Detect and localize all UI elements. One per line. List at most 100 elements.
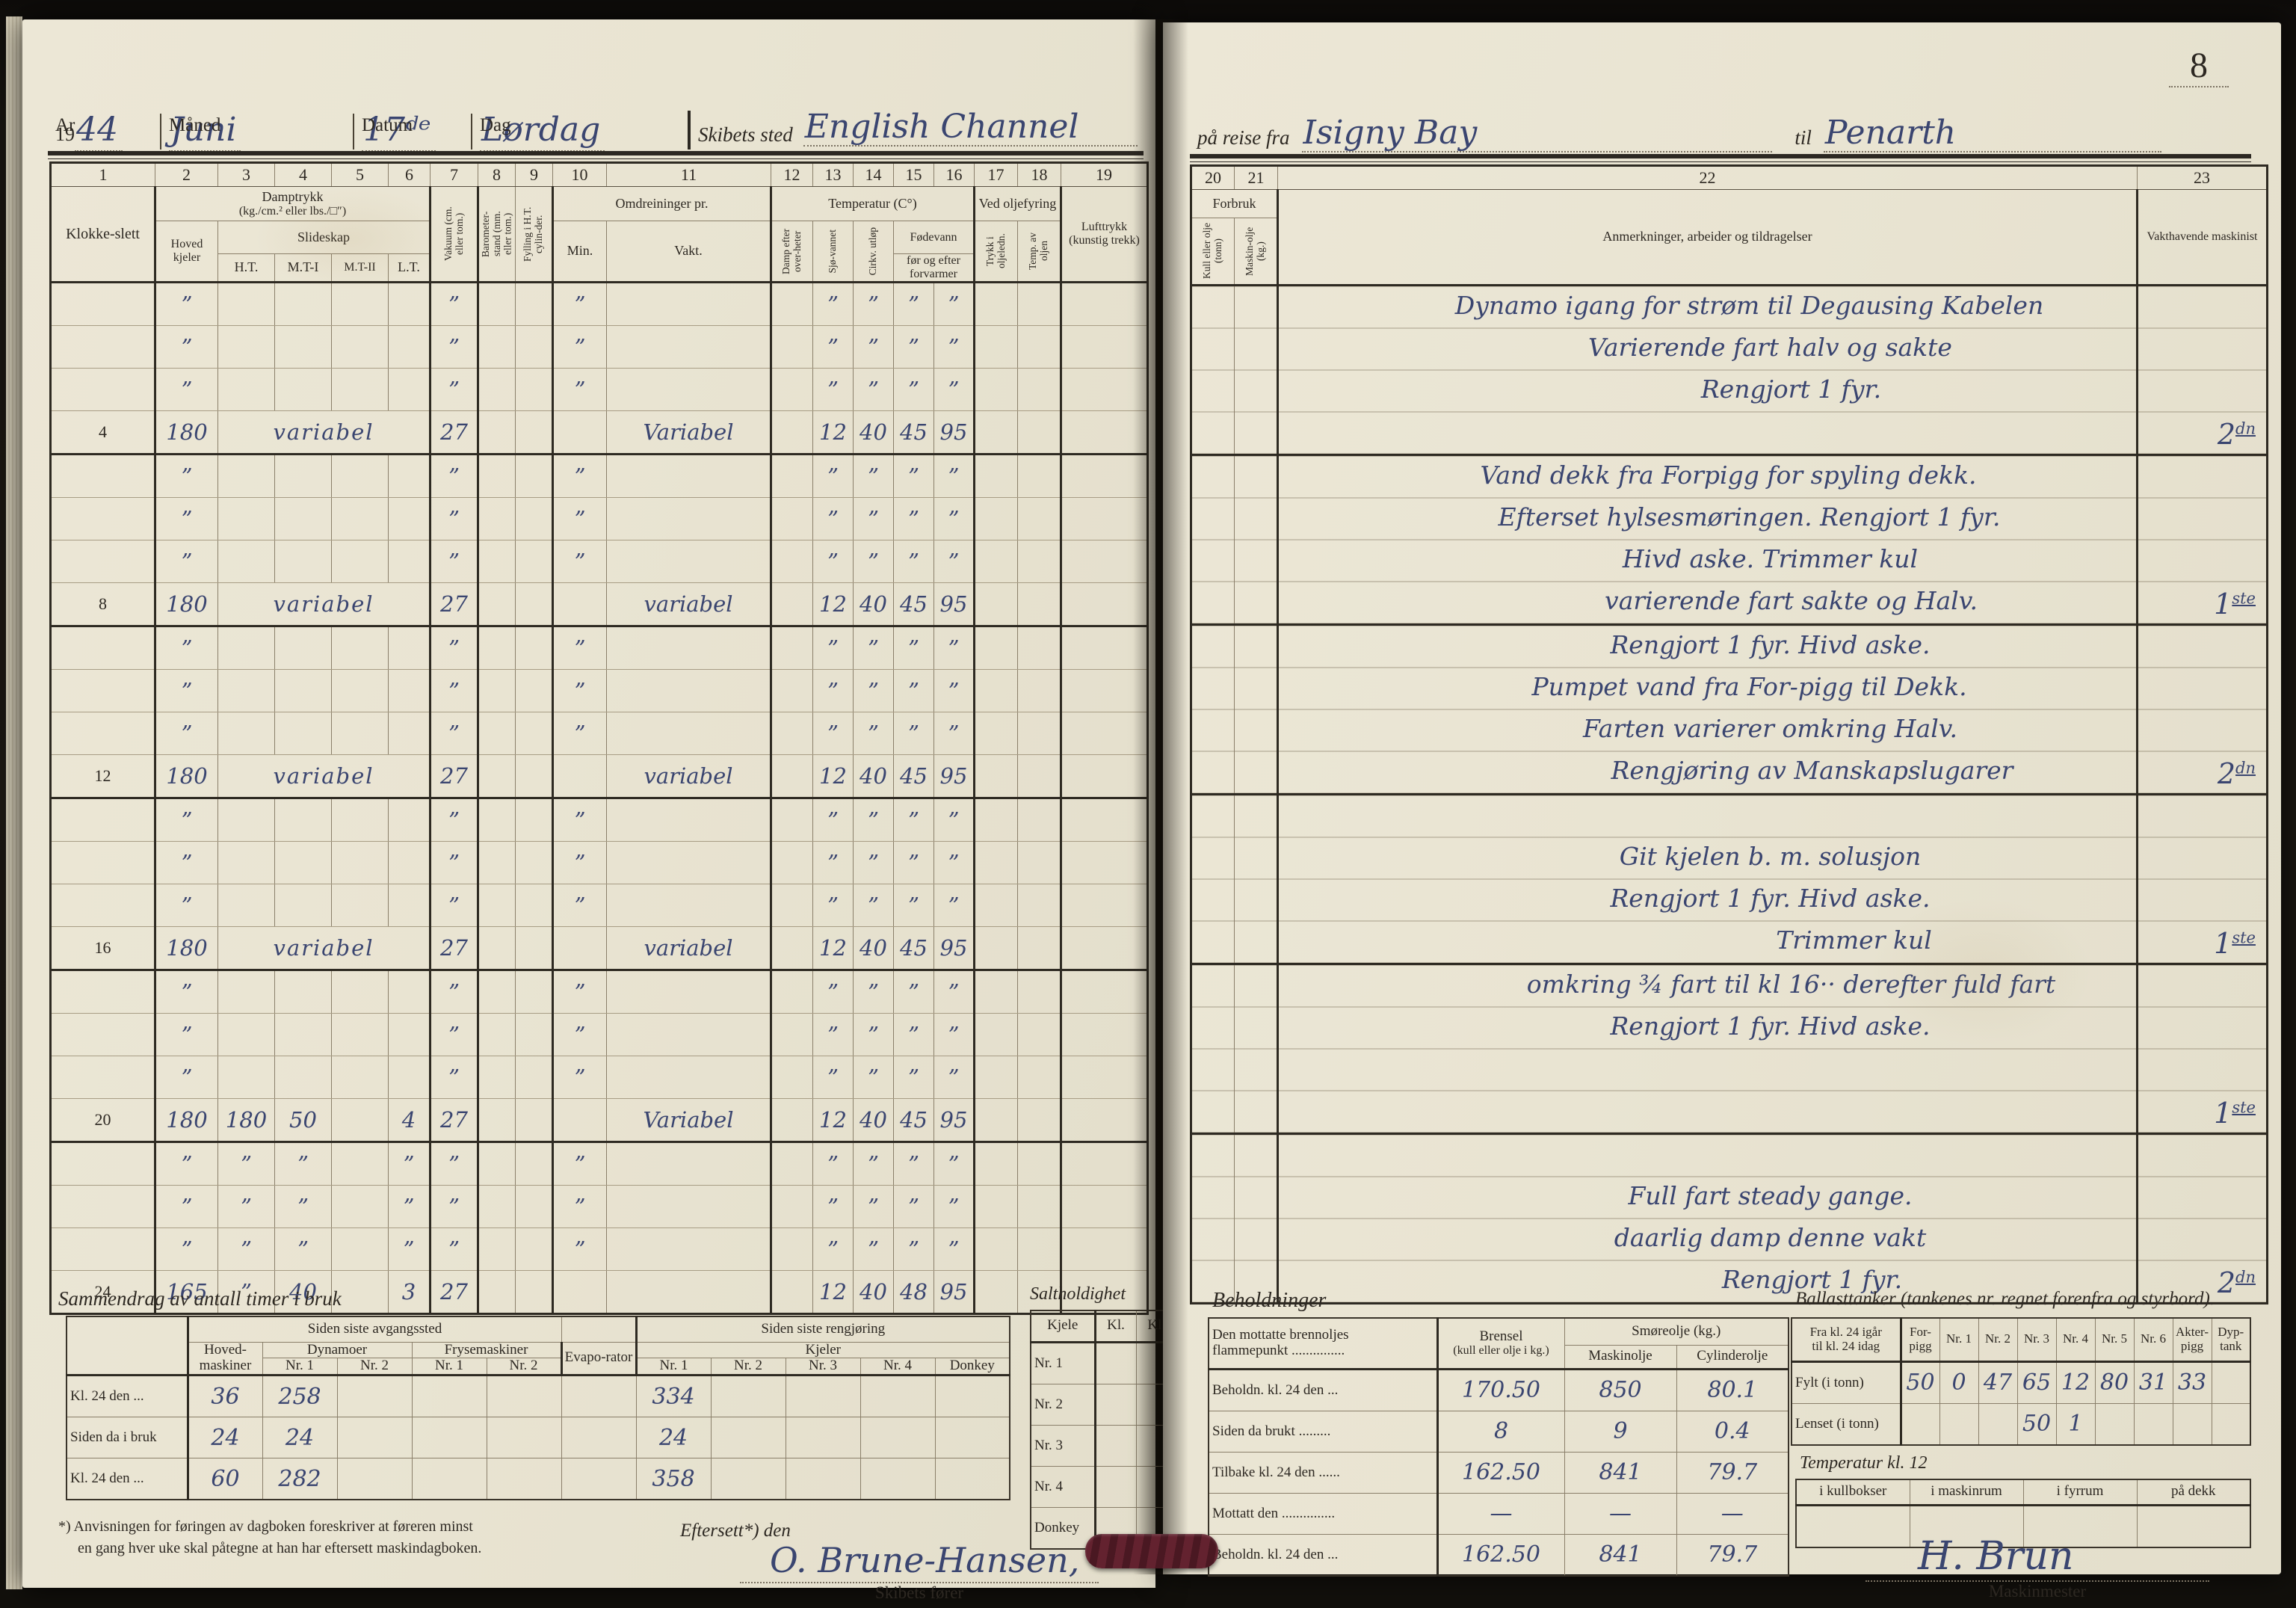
table-row: Tilbake kl. 24 den ...... 162.50 841 79.7 (1208, 1451, 1789, 1494)
beholdninger-title: Beholdninger (1212, 1289, 1327, 1312)
summary-frysemaskiner: Frysemaskiner (411, 1341, 563, 1359)
month-field: Måned Juni (160, 111, 353, 152)
ballast-tank-header: Dyp-tank (2211, 1317, 2251, 1362)
log-row: 12 180 variabel 27 variabel 12 40 45 95 (50, 754, 1148, 799)
table-row: Mottatt den ............... — — — (1208, 1492, 1789, 1535)
log-row: ”””””””””” (50, 1185, 1148, 1228)
log-rows: ””””””””””””””””””””” 4 180 variabel 27 Varia… (50, 282, 1148, 1315)
watch-block: Vand dekk fra Forpigg for spyling dekk. E… (1191, 455, 2268, 626)
table-row: Siden da i bruk 24 24 24 (66, 1417, 1010, 1459)
col-sjovannet: Sjø-vannet (812, 221, 854, 283)
remark-line: Trimmer kul (1776, 925, 1932, 955)
col-hoved-kjeler: Hoved kjeler (155, 221, 218, 283)
watch-engineer-initials: 2dn (2217, 757, 2256, 790)
temp-col-header: i kullbokser (1795, 1479, 1910, 1506)
kjele-nr4: Nr. 4 (860, 1358, 936, 1376)
column-number: 20 (1191, 165, 1235, 190)
column-number: 11 (606, 162, 771, 187)
voyage-to-value: Penarth (1823, 117, 2161, 153)
frys-nr2: Nr. 2 (486, 1358, 563, 1376)
remark-line (1279, 795, 2135, 837)
table-row: Siden da brukt ......... 8 9 0.4 (1208, 1410, 1789, 1453)
engineer-signature: H. Brun (1866, 1534, 2209, 1582)
col-fodevann: Fødevann (893, 221, 975, 254)
watch-engineer-initials: 2dn (2217, 1266, 2256, 1299)
header-rule (48, 151, 1144, 159)
vakthavende-header: Vakthavende maskinist (2137, 189, 2268, 286)
remark-line (1279, 412, 2135, 453)
remark-line: omkring ¾ fart til kl 16·· derefter fuld… (1526, 970, 2056, 999)
date-field: Datum 17ᵈᵉ (353, 111, 471, 152)
ballast-title: Ballasttanker (tankenes nr. regnet foren… (1795, 1289, 2215, 1309)
log-row: ”””””””””” (50, 1227, 1148, 1271)
log-row: ””””””” (50, 798, 1148, 842)
kjele-nr1: Nr. 1 (635, 1358, 712, 1376)
log-row: ””””””” (50, 368, 1148, 411)
column-number: 9 (515, 162, 553, 187)
ballast-tank-header: Nr. 1 (1939, 1317, 1979, 1362)
remark-line: daarlig damp denne vakt (1614, 1223, 1927, 1252)
column-number: 10 (552, 162, 607, 187)
col-omdreininger: Omdreininger pr. (552, 186, 772, 221)
temp-col-header: i maskinrum (1909, 1479, 2024, 1506)
column-number: 17 (974, 162, 1018, 187)
voyage-from-label: på reise fra (1197, 126, 1290, 149)
column-number: 12 (771, 162, 813, 187)
column-number: 21 (1234, 165, 1278, 190)
remark-line: Farten varierer omkring Halv. (1583, 714, 1957, 743)
ballast-tank-header: Nr. 2 (1978, 1317, 2018, 1362)
column-number: 19 (1061, 162, 1148, 187)
column-number: 15 (893, 162, 934, 187)
log-row: 16 180 variabel 27 variabel 12 40 45 95 (50, 926, 1148, 971)
column-number: 6 (388, 162, 430, 187)
beholdninger-table: Den mottatte brennoljes flammepunkt ....… (1208, 1317, 1790, 1577)
left-header-band: Ar 1944 Måned Juni Datum 17ᵈᵉ Dag Lørdag… (48, 46, 1144, 152)
engineer-signature-block: H. Brun Maskinmester (1866, 1534, 2209, 1601)
left-page: Ar 1944 Måned Juni Datum 17ᵈᵉ Dag Lørdag… (22, 19, 1178, 1602)
ballast-period-header: Fra kl. 24 igår til kl. 24 idag (1791, 1317, 1902, 1362)
remark-line: Rengjort 1 fyr. (1721, 1265, 1903, 1294)
log-row: ”””””””””” (50, 1142, 1148, 1186)
forbruk-header: Forbruk (1191, 189, 1279, 218)
table-row: Fylt (i tonn) 50 0 47 65 12 80 31 33 (1791, 1361, 2251, 1404)
summary-kjeler: Kjeler (635, 1341, 1010, 1359)
salt-kjele: Kjele (1030, 1310, 1096, 1343)
column-number: 3 (217, 162, 275, 187)
remarks-number-row: 20 21 22 23 (1191, 165, 2268, 190)
saltholdighet-table: Kjele Kl. Kl. Nr. 1 Nr. 2 Nr. 3 Nr. 4 Donkey (1030, 1310, 1178, 1550)
ballast-tank-header: Nr. 3 (2016, 1317, 2057, 1362)
col-trykk-olje: Trykk i oljeledn. (974, 221, 1018, 283)
ballast-tank-header: Akter-pigg (2172, 1317, 2212, 1362)
log-row: 8 180 variabel 27 variabel 12 40 45 95 (50, 582, 1148, 627)
dyn-nr1: Nr. 1 (262, 1358, 338, 1376)
temperatur-table: i kullbokser i maskinrum i fyrrum på dekk (1795, 1479, 2251, 1548)
summary-title: Sammendrag av antall timer i bruk (58, 1287, 342, 1310)
remark-line: Git kjelen b. m. solusjon (1619, 842, 1922, 871)
col-fylling: Fylling i H.T. cylin-der. (515, 186, 554, 283)
ballast-tank-header: For-pigg (1900, 1317, 1940, 1362)
watch-block: Dynamo igang for strøm til Degausing Kab… (1191, 285, 2268, 456)
column-number: 23 (2137, 165, 2268, 190)
year-value: 44 (75, 111, 123, 152)
remark-line: Rengjort 1 fyr. Hivd aske. (1610, 630, 1931, 659)
temp-col-header: på dekk (2136, 1479, 2251, 1506)
col-lufttrykk: Lufttrykk (kunstig trekk) (1061, 186, 1148, 283)
captain-signature: O. Brune-Hansen, (740, 1540, 1099, 1583)
captain-signature-block: O. Brune-Hansen, Skibets fører (740, 1540, 1099, 1603)
cylinderolje-subheader: Cylinderolje (1676, 1344, 1789, 1370)
date-value: 17ᵈᵉ (362, 111, 436, 152)
col-lt: L.T. (388, 253, 431, 283)
log-row: ””””””” (50, 1056, 1148, 1099)
remark-line: Rengjort 1 fyr. Hivd aske. (1610, 1011, 1931, 1041)
col-min: Min. (552, 221, 607, 283)
brensel-header: Brensel (kull eller olje i kg.) (1436, 1317, 1565, 1370)
log-row: ””””””” (50, 540, 1148, 583)
col-damp-overheter: Damp efter over-heter (771, 221, 813, 283)
date-label: Datum (362, 115, 413, 135)
column-number: 18 (1017, 162, 1061, 187)
col-ved-oljefyring: Ved oljefyring (974, 186, 1062, 221)
summary-table: Siden siste avgangssted Siden siste reng… (66, 1316, 1011, 1501)
dyn-nr2: Nr. 2 (336, 1358, 413, 1376)
column-number: 4 (274, 162, 332, 187)
